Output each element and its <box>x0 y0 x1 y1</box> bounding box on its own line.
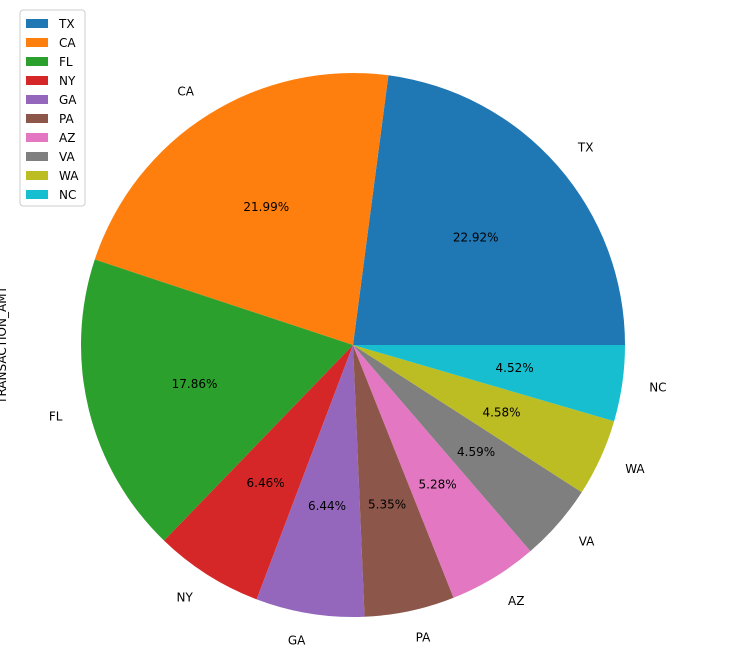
legend-swatch-pa <box>26 114 48 123</box>
pct-label-az: 5.28% <box>419 478 457 492</box>
slice-label-tx: TX <box>577 141 594 155</box>
pie-slice-pa <box>353 345 454 617</box>
pct-label-pa: 5.35% <box>368 498 406 512</box>
slice-label-ny: NY <box>176 591 193 605</box>
pie-slice-ny <box>164 345 353 600</box>
slice-label-ca: CA <box>177 85 194 99</box>
pie-slice-tx <box>353 75 625 345</box>
slice-label-pa: PA <box>416 631 431 645</box>
legend-swatch-ga <box>26 95 48 104</box>
pie-slice-fl <box>81 259 353 541</box>
legend-label-ny: NY <box>59 74 76 88</box>
pie-slice-ga <box>256 345 365 617</box>
legend-swatch-ca <box>26 38 48 47</box>
slice-label-ga: GA <box>288 633 306 647</box>
legend-label-az: AZ <box>59 131 75 145</box>
slice-label-az: AZ <box>508 594 524 608</box>
legend-swatch-wa <box>26 171 48 180</box>
pct-label-ga: 6.44% <box>308 499 346 513</box>
legend-swatch-az <box>26 133 48 142</box>
pie-slice-az <box>353 345 531 598</box>
pie-slice-wa <box>353 345 615 493</box>
pct-label-tx: 22.92% <box>453 230 499 244</box>
pct-label-va: 4.59% <box>457 445 495 459</box>
slice-label-va: VA <box>579 534 595 548</box>
pct-label-wa: 4.58% <box>482 406 520 420</box>
legend-label-ca: CA <box>59 36 76 50</box>
legend-label-wa: WA <box>59 169 79 183</box>
percentage-labels: 22.92% 21.99% 17.86% 6.46% 6.44% 5.35% 5.28% 4.… <box>172 200 534 513</box>
legend-swatch-tx <box>26 19 48 28</box>
pct-label-nc: 4.52% <box>496 361 534 375</box>
pct-label-fl: 17.86% <box>172 377 218 391</box>
pie-slice-ca <box>94 72 389 345</box>
y-axis-label: TRANSACTION_AMT <box>0 285 9 404</box>
legend-label-tx: TX <box>58 17 75 31</box>
pct-label-ny: 6.46% <box>247 476 285 490</box>
legend-swatch-nc <box>26 190 48 199</box>
slice-label-nc: NC <box>649 380 666 394</box>
legend-label-va: VA <box>59 150 75 164</box>
pie-slice-nc <box>353 345 625 422</box>
slice-label-fl: FL <box>49 410 63 424</box>
legend-swatch-va <box>26 152 48 161</box>
legend-swatch-ny <box>26 76 48 85</box>
slice-label-wa: WA <box>625 462 645 476</box>
legend: TX CA FL NY GA PA AZ VA WA NC <box>19 9 86 207</box>
pie-slice-va <box>353 345 582 552</box>
legend-label-fl: FL <box>59 55 73 69</box>
legend-label-nc: NC <box>59 188 76 202</box>
legend-swatch-fl <box>26 57 48 66</box>
pie-slices <box>81 72 625 617</box>
pct-label-ca: 21.99% <box>243 200 289 214</box>
slice-labels: TX CA FL NY GA PA AZ VA WA NC <box>49 85 667 648</box>
legend-label-ga: GA <box>59 93 77 107</box>
legend-label-pa: PA <box>59 112 74 126</box>
